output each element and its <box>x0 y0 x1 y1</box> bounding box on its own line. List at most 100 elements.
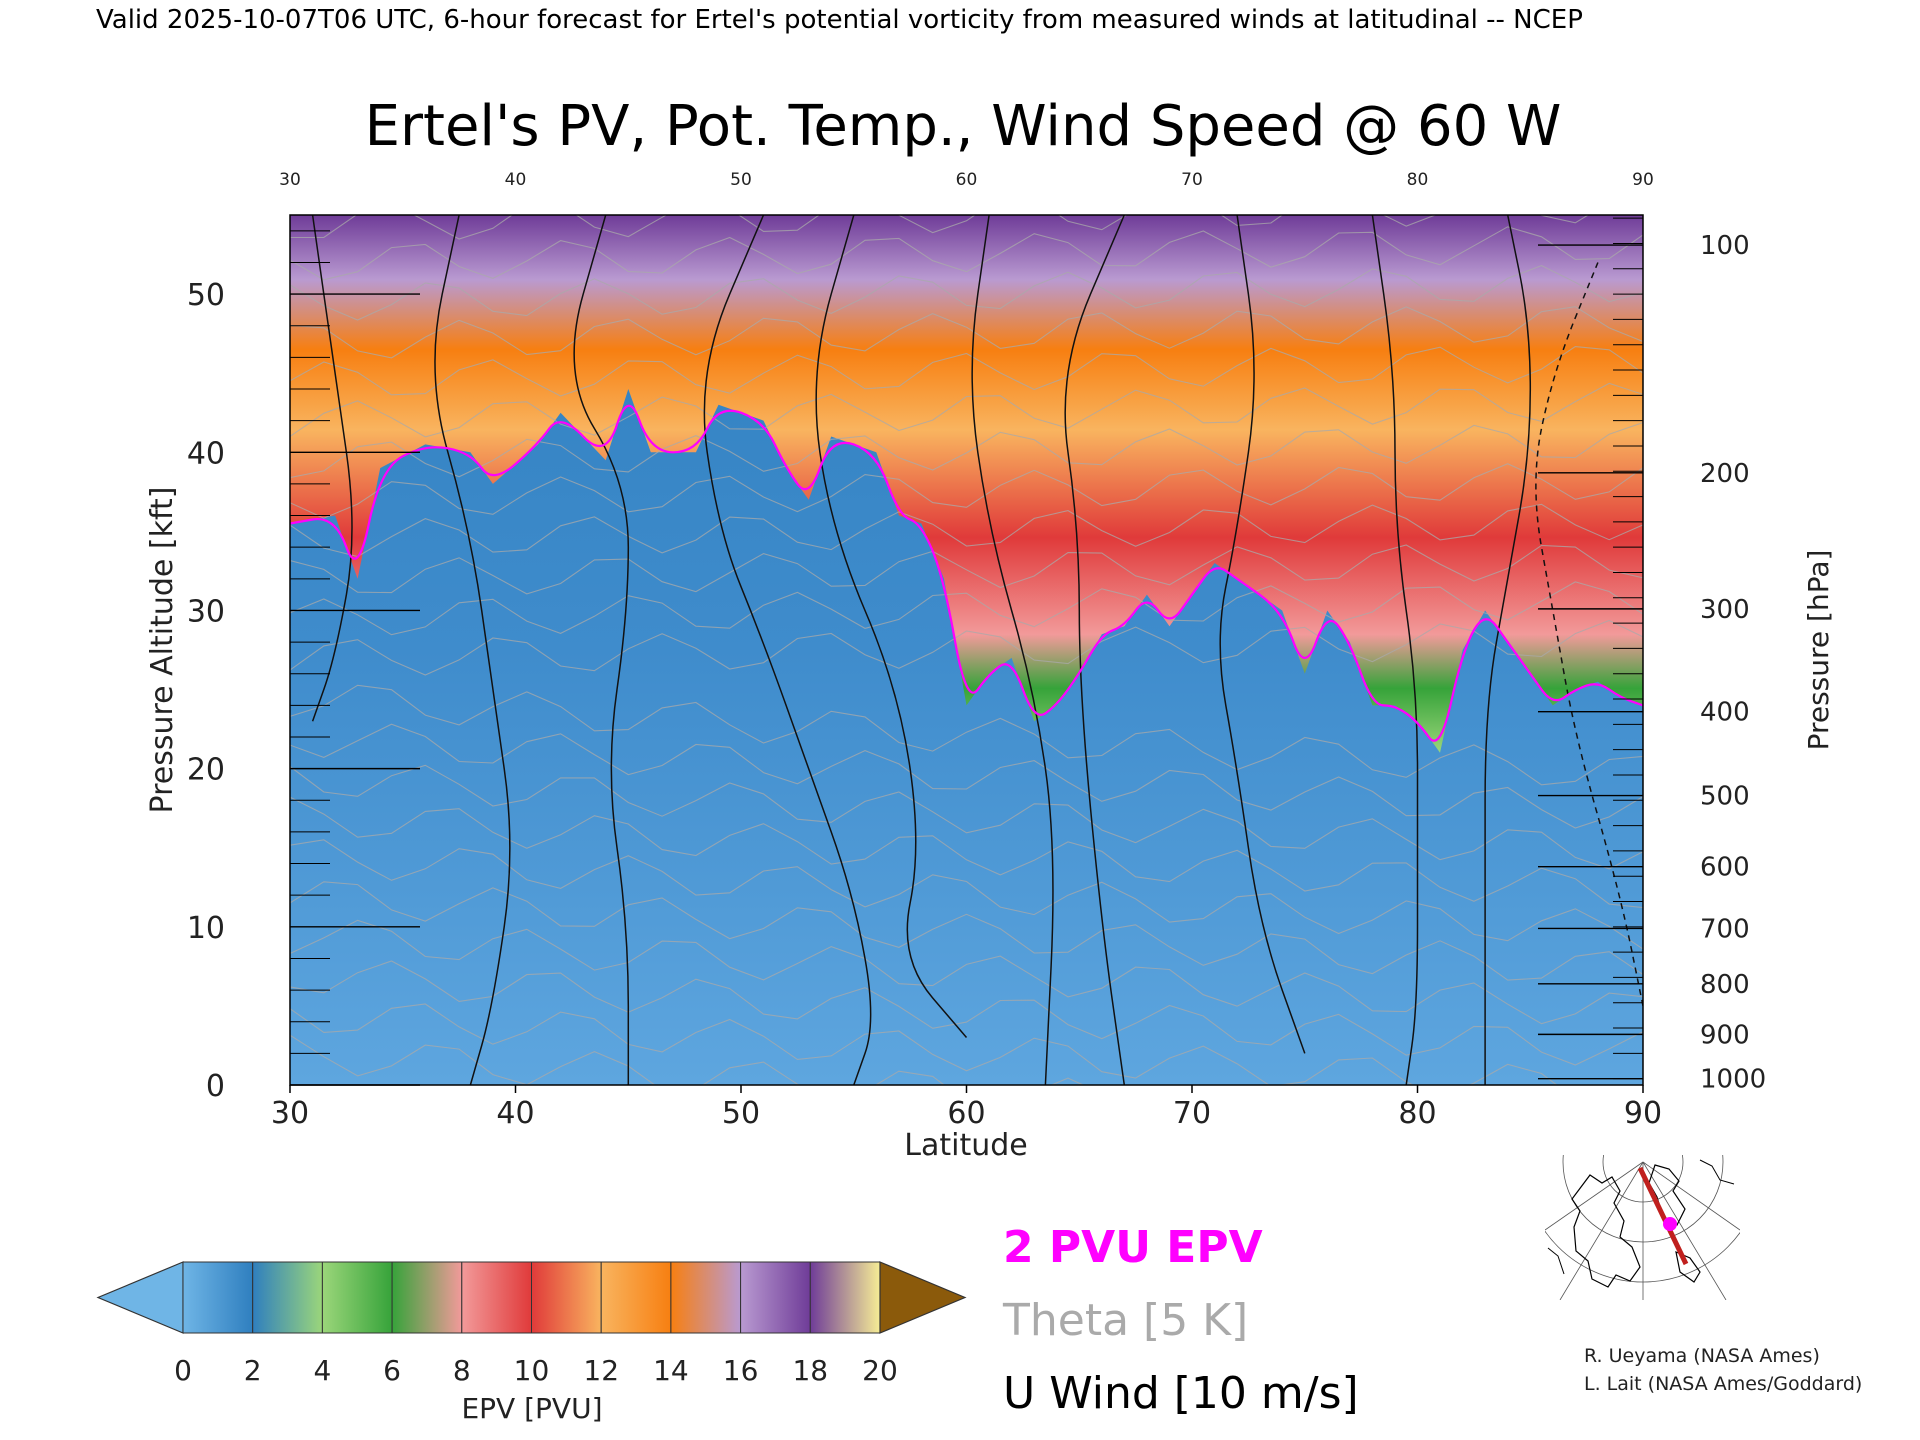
x-top-tick-label: 90 <box>1632 170 1654 190</box>
theta-contour <box>290 421 1643 479</box>
y2-tick-label: 200 <box>1700 459 1750 489</box>
theta-contour <box>290 265 1643 321</box>
y2-tick-label: 800 <box>1700 970 1750 1000</box>
wind-contour <box>1219 215 1306 1054</box>
legend-pv: 2 PVU EPV <box>1003 1222 1263 1273</box>
credit-line-1: R. Ueyama (NASA Ames) <box>1584 1345 1820 1367</box>
theta-contour <box>290 544 1643 595</box>
stratosphere-fill <box>290 215 1643 753</box>
track-marker <box>1663 1217 1677 1231</box>
colorbar-tick-label: 8 <box>453 1354 471 1387</box>
y-tick-label: 20 <box>187 753 225 788</box>
colorbar-tick-label: 20 <box>862 1354 898 1387</box>
colorbar-tick-label: 16 <box>723 1354 759 1387</box>
x-top-tick-label: 30 <box>279 170 301 190</box>
y2-tick-label: 400 <box>1700 698 1750 728</box>
epv-colorbar: 0 2 4 6 8 10 12 14 16 18 20 <box>96 1261 967 1387</box>
chart-title: Ertel's PV, Pot. Temp., Wind Speed @ 60 … <box>365 94 1562 159</box>
theta-contour <box>290 1034 1085 1085</box>
y2-axis: 1000 900 800 700 600 500 400 300 200 100 <box>1538 217 1766 1095</box>
wind-contour <box>573 215 630 1085</box>
y-tick-label: 30 <box>187 594 225 629</box>
theta-contour <box>290 581 1643 636</box>
x-top-tick-label: 40 <box>505 170 527 190</box>
theta-contour <box>290 960 1643 1066</box>
colorbar-segment <box>391 1261 463 1334</box>
legend-wind: U Wind [10 m/s] <box>1003 1368 1359 1419</box>
colorbar-segment <box>600 1261 672 1334</box>
wind-contour <box>815 215 968 1038</box>
wind-contour <box>1371 215 1419 1085</box>
colorbar-tick-label: 18 <box>792 1354 828 1387</box>
wind-contour <box>1484 215 1532 1085</box>
y2-tick-label: 100 <box>1700 231 1750 261</box>
colorbar-segment <box>182 1261 254 1334</box>
y-tick-label: 50 <box>187 278 225 313</box>
y-tick-label: 0 <box>206 1069 225 1104</box>
x-tick-label: 70 <box>1173 1096 1211 1131</box>
x-tick-label: 40 <box>496 1096 534 1131</box>
pv-2pvu-contour <box>290 404 1643 742</box>
x-axis: 30 40 50 60 70 80 90 <box>271 1085 1662 1131</box>
valid-line: Valid 2025-10-07T06 UTC, 6-hour forecast… <box>96 5 1583 35</box>
wind-contour <box>703 215 872 1085</box>
colorbar-segment <box>252 1261 323 1334</box>
colorbar-segment <box>670 1261 742 1334</box>
x-tick-label: 60 <box>947 1096 985 1131</box>
theta-contour <box>290 215 1590 240</box>
x-axis-label: Latitude <box>904 1128 1027 1163</box>
y2-tick-label: 900 <box>1700 1020 1750 1050</box>
y-axis: 0 10 20 30 40 50 <box>187 230 420 1104</box>
colorbar-segment <box>809 1261 881 1334</box>
theta-contour <box>290 346 1643 397</box>
colorbar-tick-label: 14 <box>653 1354 689 1387</box>
x-top-tick-label: 80 <box>1407 170 1429 190</box>
y2-axis-label: Pressure [hPa] <box>1802 550 1835 751</box>
y-tick-label: 40 <box>187 436 225 471</box>
x-top-tick-label: 70 <box>1181 170 1203 190</box>
y2-tick-label: 1000 <box>1700 1065 1766 1095</box>
x-top-tick-label: 50 <box>730 170 752 190</box>
y2-tick-label: 300 <box>1700 595 1750 625</box>
legend-theta: Theta [5 K] <box>1002 1295 1248 1346</box>
y2-tick-label: 700 <box>1700 914 1750 944</box>
colorbar-segment <box>461 1261 532 1334</box>
x-tick-label: 50 <box>722 1096 760 1131</box>
wind-contours <box>311 215 1643 1085</box>
credit-line-2: L. Lait (NASA Ames/Goddard) <box>1584 1373 1862 1395</box>
cross-section-track <box>1637 1166 1689 1266</box>
colorbar-tick-label: 10 <box>514 1354 550 1387</box>
theta-contour <box>290 1003 1643 1085</box>
theta-contour <box>290 382 1643 438</box>
x-tick-label: 90 <box>1624 1096 1662 1131</box>
theta-contour <box>290 503 1643 558</box>
theta-contour <box>290 226 1643 281</box>
theta-contour <box>290 619 1643 676</box>
colorbar-low-arrow <box>96 1261 184 1334</box>
y2-tick-label: 500 <box>1700 782 1750 812</box>
x-tick-label: 80 <box>1398 1096 1436 1131</box>
theta-contour <box>290 919 1643 1025</box>
colorbar-tick-label: 4 <box>313 1354 331 1387</box>
wind-contour <box>971 215 1054 1085</box>
colorbar-segment <box>321 1261 393 1334</box>
colorbar-tick-label: 0 <box>174 1354 192 1387</box>
y-tick-label: 10 <box>187 911 225 946</box>
plot-area <box>290 215 1643 1085</box>
x-top-tick-label: 60 <box>956 170 978 190</box>
colorbar-tick-label: 2 <box>244 1354 262 1387</box>
theta-contour <box>290 463 1643 519</box>
wind-contour <box>1064 215 1126 1085</box>
colorbar-label: EPV [PVU] <box>461 1392 602 1425</box>
x-axis-top: 30 40 50 60 70 80 90 <box>279 170 1654 190</box>
wind-contour <box>434 215 511 1085</box>
theta-contour <box>290 306 1643 359</box>
colorbar-high-arrow <box>879 1261 967 1334</box>
colorbar-segment <box>531 1261 602 1334</box>
y-axis-label: Pressure Altitude [kft] <box>145 487 180 814</box>
colorbar-tick-label: 12 <box>583 1354 619 1387</box>
colorbar-tick-label: 6 <box>383 1354 401 1387</box>
y2-tick-label: 600 <box>1700 853 1750 883</box>
map-inset <box>1545 1155 1740 1300</box>
